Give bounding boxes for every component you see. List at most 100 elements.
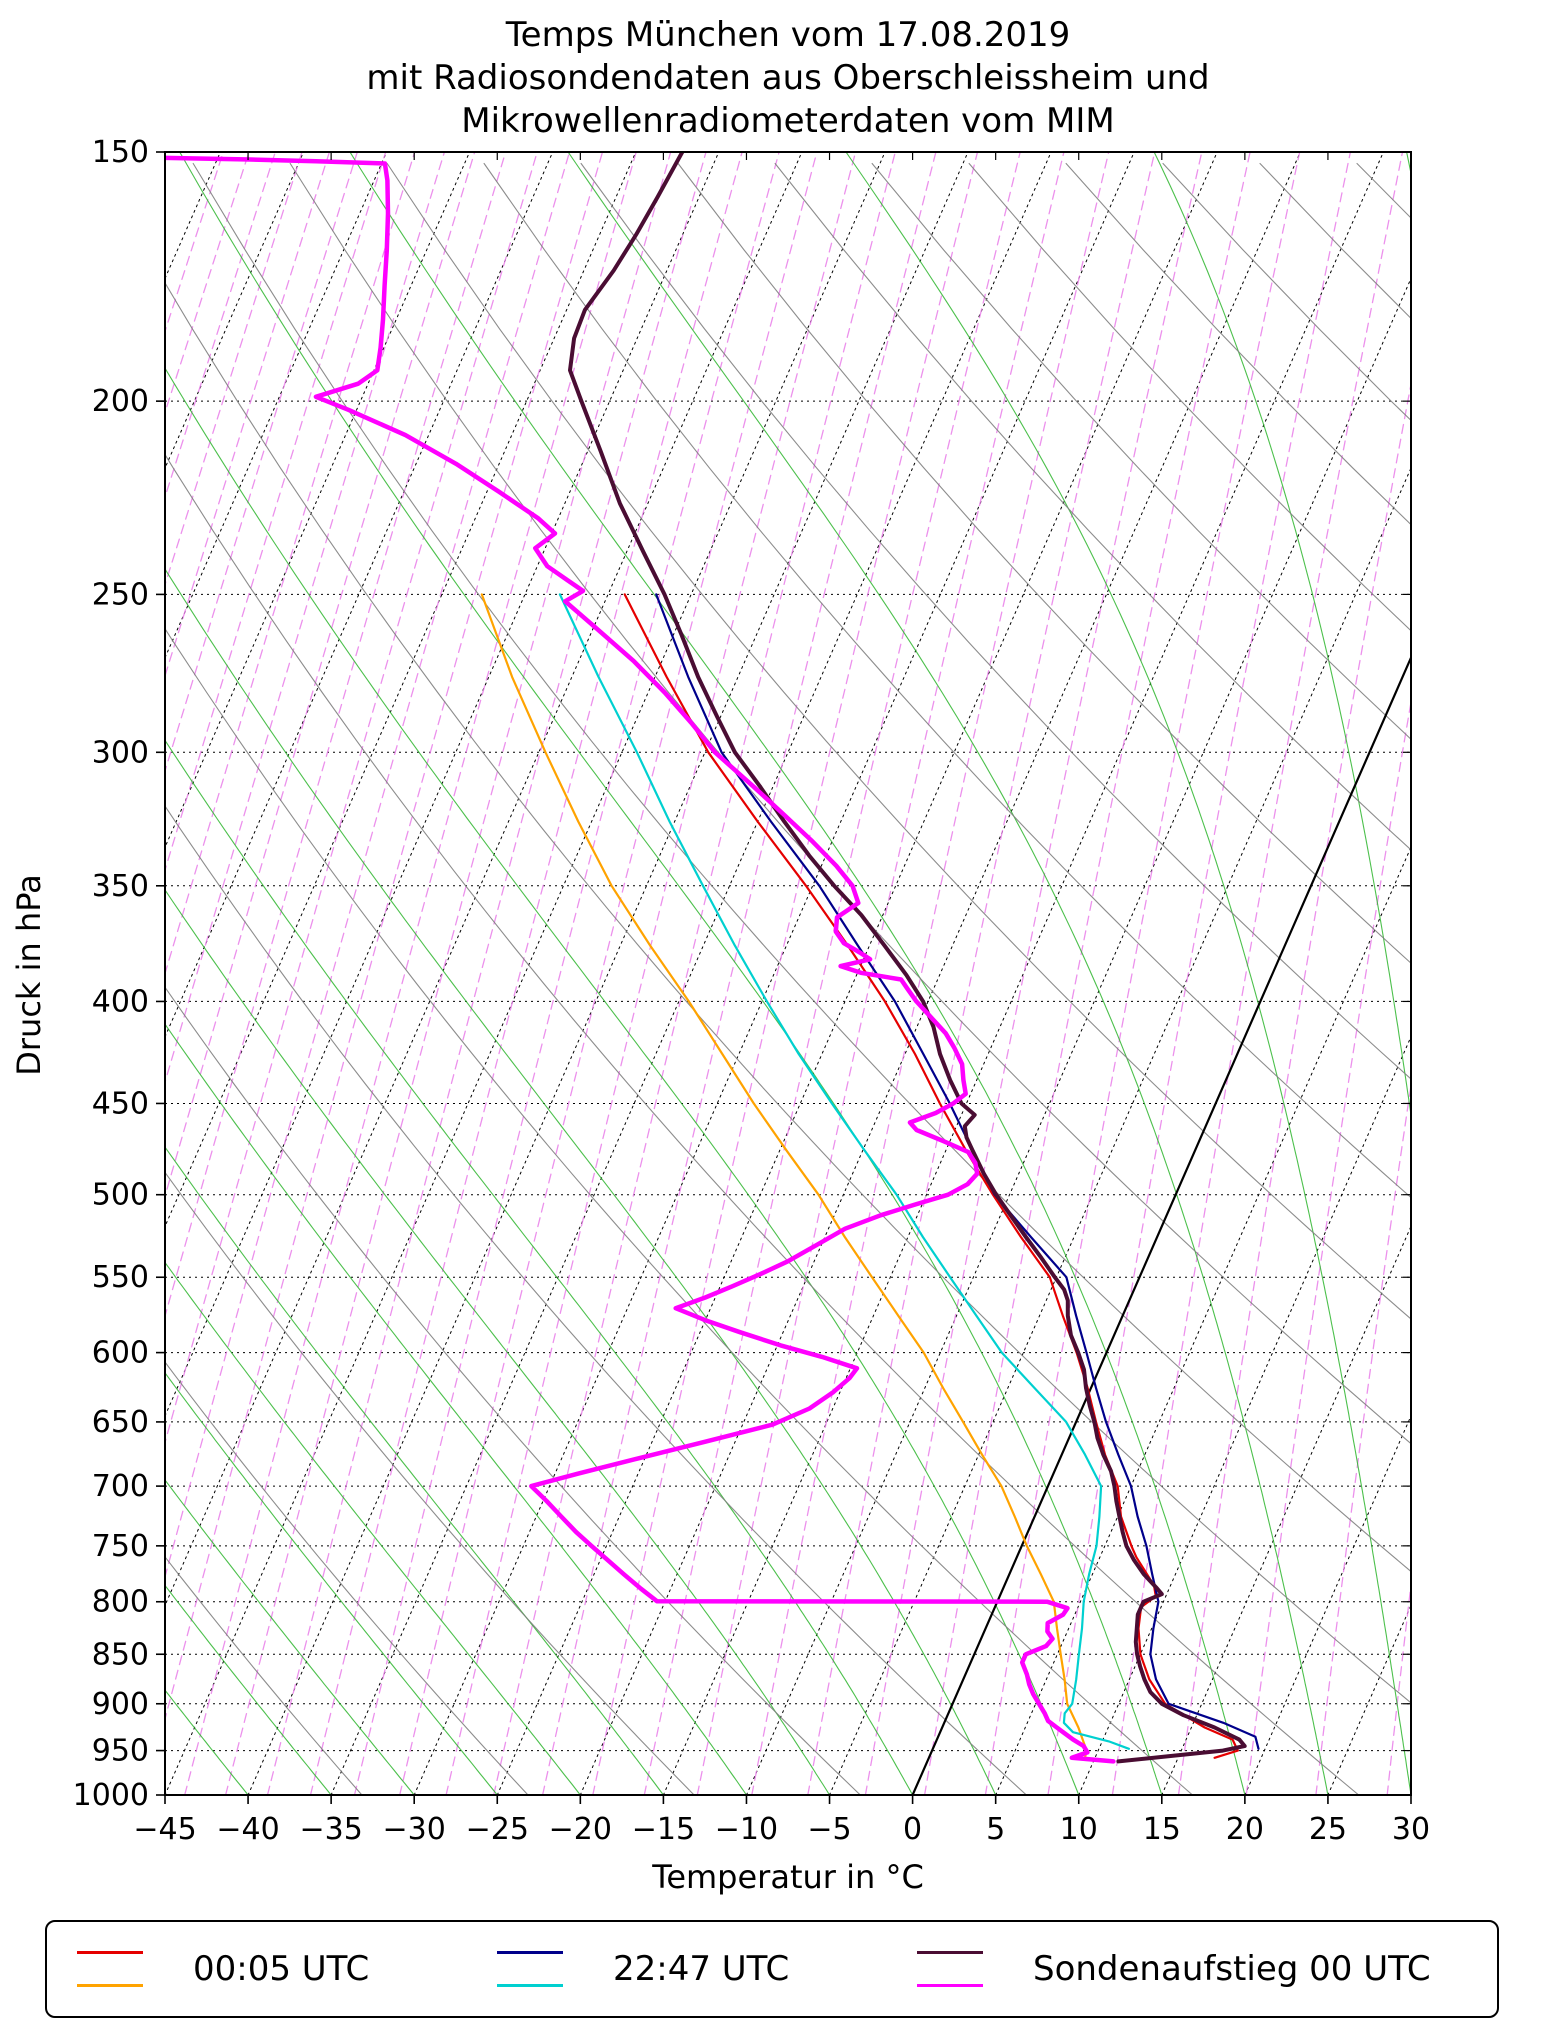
mixing-ratio-line bbox=[1111, 152, 1404, 1795]
moist-adiabat-line bbox=[1153, 152, 1411, 1119]
y-tick-label: 950 bbox=[92, 1734, 149, 1769]
legend-label: 00:05 UTC bbox=[193, 1949, 370, 1989]
mixing-ratio-line bbox=[592, 152, 979, 1795]
moist-adiabat-line bbox=[165, 568, 997, 1795]
mixing-ratio-line bbox=[1177, 381, 1411, 1795]
isotherm-line bbox=[165, 152, 720, 1418]
x-tick-label: 0 bbox=[903, 1812, 922, 1847]
dry-adiabat-line bbox=[968, 162, 1411, 632]
y-tick-label: 350 bbox=[92, 869, 149, 904]
chart-title-line-2: mit Radiosondendaten aus Oberschleisshei… bbox=[366, 58, 1210, 98]
dry-adiabat-line bbox=[677, 162, 1411, 964]
legend-entry: Sondenaufstieg 00 UTC bbox=[917, 1922, 1431, 2016]
mixing-ratio-line bbox=[1315, 1081, 1411, 1795]
temperature-sonde-line bbox=[568, 152, 1247, 1764]
y-tick-label: 1000 bbox=[73, 1778, 149, 1813]
dry-adiabat-line bbox=[483, 162, 1411, 1199]
x-tick-label: 10 bbox=[1060, 1812, 1098, 1847]
x-tick-label: 30 bbox=[1392, 1812, 1430, 1847]
mixing-ratio-lines bbox=[165, 152, 1411, 1795]
mixing-ratio-line bbox=[165, 152, 538, 1445]
legend-label: Sondenaufstieg 00 UTC bbox=[1033, 1949, 1431, 1989]
dewpoint-0005utc-line bbox=[480, 593, 1088, 1759]
isotherm-lines bbox=[165, 152, 1411, 1795]
moist-adiabat-line bbox=[165, 1023, 748, 1795]
x-tick-label: −5 bbox=[807, 1812, 851, 1847]
mixing-ratio-line bbox=[751, 152, 1110, 1795]
isotherm-line bbox=[165, 152, 388, 659]
mixing-ratio-line bbox=[266, 152, 707, 1795]
chart-title-line-3: Mikrowellenradiometerdaten vom MIM bbox=[461, 101, 1115, 141]
moist-adiabat-line bbox=[165, 1479, 415, 1795]
moist-adiabat-line bbox=[165, 888, 831, 1795]
dewpoint-sonde-line bbox=[165, 155, 1116, 1764]
isotherm-line bbox=[662, 152, 1384, 1795]
dewpoint-2247utc-line bbox=[558, 593, 1131, 1750]
x-tick-label: −10 bbox=[715, 1812, 778, 1847]
y-tick-label: 800 bbox=[92, 1585, 149, 1620]
dry-adiabat-line bbox=[774, 162, 1411, 851]
mixing-ratio-line bbox=[445, 152, 857, 1795]
moist-adiabat-line bbox=[179, 152, 1163, 1795]
mixing-ratio-line bbox=[864, 152, 1203, 1795]
pressure-gridlines bbox=[165, 400, 1411, 1752]
isotherm-line bbox=[1244, 1414, 1411, 1795]
legend-dewpoint-line-swatch bbox=[917, 1984, 983, 1987]
isotherm-line bbox=[165, 152, 803, 1607]
isotherm-line bbox=[1327, 1604, 1411, 1795]
mixing-ratio-line bbox=[165, 152, 476, 1199]
dry-adiabat-line bbox=[165, 986, 861, 1795]
legend-swatches bbox=[77, 1951, 143, 1987]
x-tick-label: −45 bbox=[133, 1812, 196, 1847]
temperature-0005utc-line bbox=[623, 593, 1239, 1759]
mixing-ratio-line bbox=[165, 152, 446, 1085]
isotherm-line bbox=[165, 152, 886, 1795]
legend-entry: 00:05 UTC bbox=[77, 1922, 369, 2016]
dry-adiabat-line bbox=[192, 162, 1411, 1573]
x-tick-label: 5 bbox=[986, 1812, 1005, 1847]
mixing-ratio-line bbox=[493, 152, 896, 1795]
moist-adiabat-line bbox=[165, 1261, 581, 1795]
isotherm-line bbox=[165, 152, 554, 1038]
x-tick-label: 15 bbox=[1143, 1812, 1181, 1847]
mixing-ratio-line bbox=[399, 152, 818, 1795]
y-tick-label: 600 bbox=[92, 1336, 149, 1371]
x-tick-label: −20 bbox=[549, 1812, 612, 1847]
moist-adiabat-line bbox=[349, 152, 1246, 1795]
x-tick-label: 20 bbox=[1226, 1812, 1264, 1847]
legend-temperature-line-swatch bbox=[77, 1951, 143, 1954]
mixing-ratio-line bbox=[984, 152, 1301, 1795]
y-tick-label: 150 bbox=[92, 135, 149, 170]
dry-adiabat-line bbox=[165, 453, 1360, 1795]
axis-ticks-and-labels: −45 −40 −35 −30 −25 −20 −15 −10 −5 0 5 10 15 20 25 30 15… bbox=[73, 135, 1430, 1847]
mixing-ratio-line bbox=[807, 152, 1156, 1795]
dry-adiabat-line bbox=[1454, 164, 1542, 1796]
isotherm-line bbox=[1161, 1225, 1411, 1795]
x-tick-label: −30 bbox=[383, 1812, 446, 1847]
mixing-ratio-line bbox=[353, 152, 780, 1795]
mixing-ratio-line bbox=[165, 152, 358, 774]
isotherm-line bbox=[413, 152, 1135, 1795]
isotherm-line bbox=[165, 152, 471, 849]
isotherm-line bbox=[165, 152, 637, 1228]
y-tick-label: 700 bbox=[92, 1469, 149, 1504]
legend-temperature-line-swatch bbox=[497, 1951, 563, 1954]
zero-degree-isotherm bbox=[911, 654, 1411, 1795]
isotherm-line bbox=[496, 152, 1218, 1795]
isotherm-line bbox=[1078, 1035, 1411, 1795]
y-tick-label: 900 bbox=[92, 1687, 149, 1722]
x-axis-title: Temperatur in °C bbox=[651, 1858, 924, 1896]
temperature-2247utc-line bbox=[655, 593, 1260, 1750]
mixing-ratio-line bbox=[1245, 698, 1411, 1795]
isotherm-line bbox=[579, 152, 1301, 1795]
legend-temperature-line-swatch bbox=[917, 1951, 983, 1954]
mixing-ratio-line bbox=[541, 152, 937, 1795]
dry-adiabat-line bbox=[165, 1361, 529, 1795]
y-tick-label: 550 bbox=[92, 1260, 149, 1295]
mixing-ratio-line bbox=[309, 152, 743, 1795]
isotherm-line bbox=[165, 152, 304, 470]
chart-title: Temps München vom 17.08.2019 mit Radioso… bbox=[165, 14, 1411, 143]
y-tick-label: 200 bbox=[92, 384, 149, 419]
